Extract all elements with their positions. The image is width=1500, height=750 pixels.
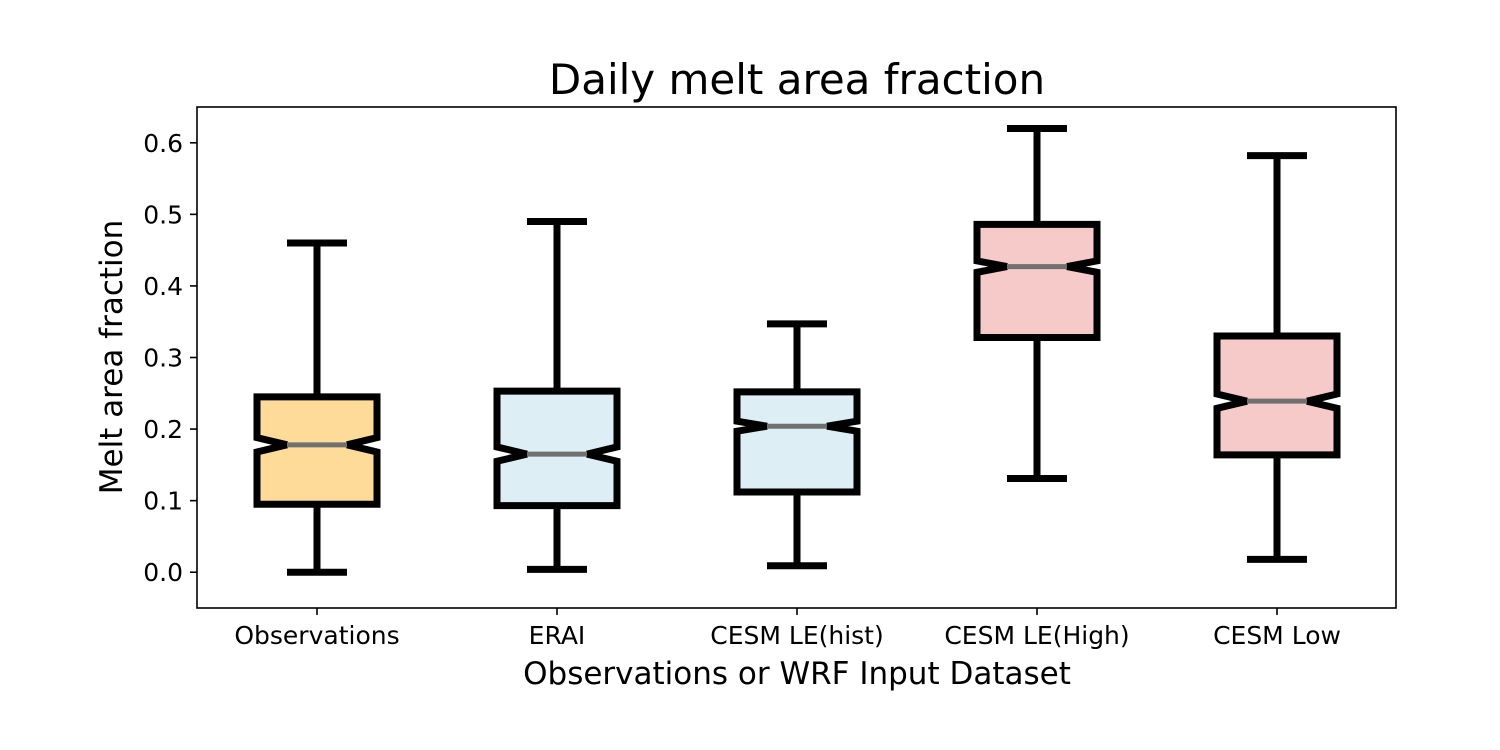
x-tick-label: ERAI: [529, 621, 586, 650]
box-group: [1213, 152, 1341, 563]
y-tick-label: 0.4: [143, 272, 183, 301]
x-tick-label: CESM Low: [1213, 621, 1341, 650]
box-group: [493, 218, 621, 573]
y-tick-label: 0.1: [143, 487, 183, 516]
box-group: [973, 124, 1101, 482]
x-axis-label: Observations or WRF Input Dataset: [523, 656, 1071, 692]
x-axis: Observations ERAI CESM LE(hist) CESM LE(Hig…: [234, 608, 1341, 650]
box-group: [253, 239, 381, 576]
y-tick-label: 0.5: [143, 200, 183, 229]
y-axis: 0.0 0.1 0.2 0.3 0.4 0.5 0.6: [143, 129, 197, 587]
y-tick-label: 0.0: [143, 558, 183, 587]
x-tick-label: CESM LE(High): [944, 621, 1129, 650]
chart-title: Daily melt area fraction: [549, 55, 1045, 104]
x-tick-label: Observations: [234, 621, 399, 650]
y-tick-label: 0.6: [143, 129, 183, 158]
y-tick-label: 0.2: [143, 415, 183, 444]
notched-box: [733, 388, 861, 496]
plot-area: [253, 124, 1341, 576]
y-axis-label: Melt area fraction: [94, 220, 130, 495]
y-tick-label: 0.3: [143, 344, 183, 373]
box-group: [733, 320, 861, 570]
notched-box: [973, 220, 1101, 341]
notched-box: [253, 393, 381, 508]
notched-box: [493, 387, 621, 510]
notched-box: [1213, 332, 1341, 459]
x-tick-label: CESM LE(hist): [710, 621, 884, 650]
